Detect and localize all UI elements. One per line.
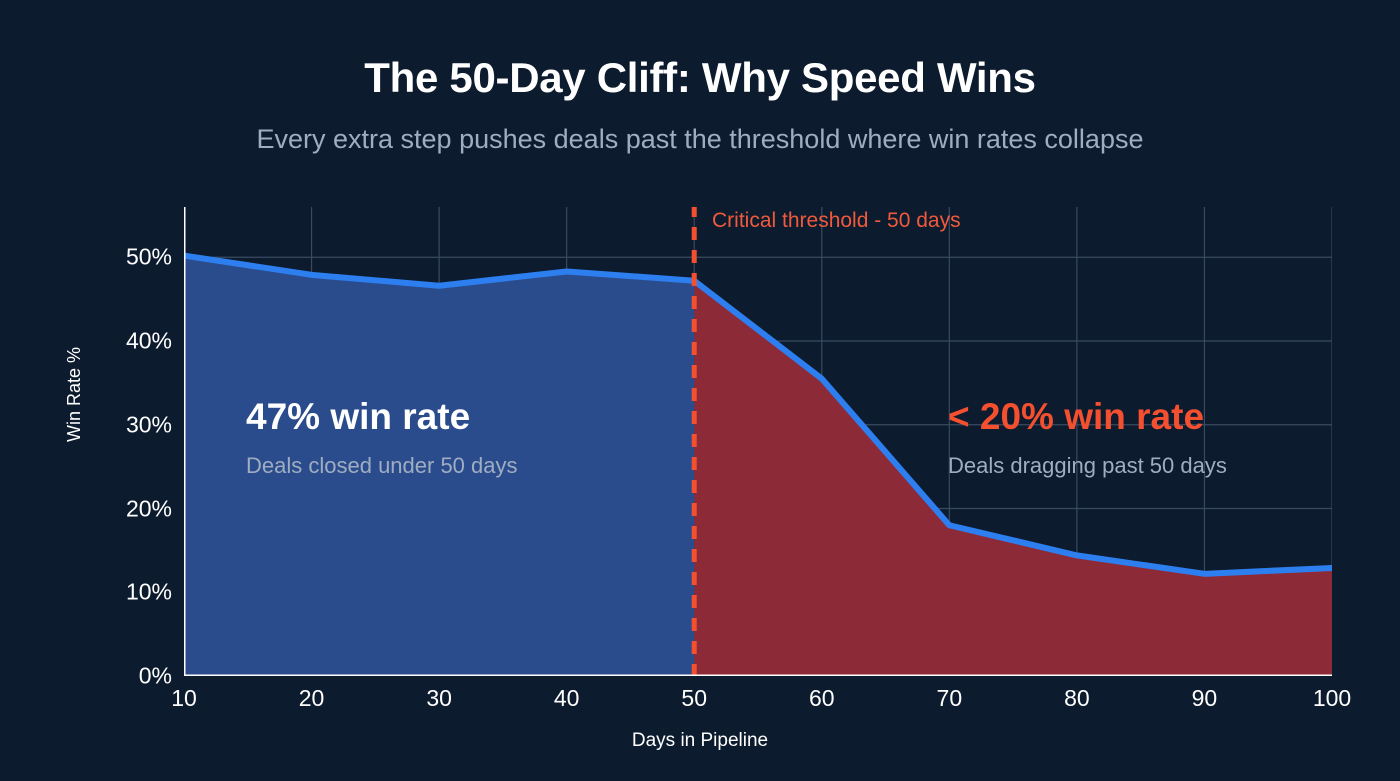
x-tick-label: 20 — [298, 685, 325, 711]
annotation-slow-headline: < 20% win rate — [948, 396, 1205, 437]
x-tick-label: 30 — [426, 685, 452, 711]
area-fill-fast — [184, 255, 695, 676]
threshold-annotation-label: Critical threshold - 50 days — [712, 209, 961, 232]
y-tick-label: 50% — [125, 243, 172, 270]
page-title: The 50-Day Cliff: Why Speed Wins — [364, 54, 1036, 101]
annotation-slow-sublabel: Deals dragging past 50 days — [948, 453, 1227, 478]
x-tick-label: 40 — [553, 685, 580, 711]
area-fill-slow — [694, 280, 1332, 676]
x-tick-label: 80 — [1064, 685, 1090, 711]
x-tick-label: 50 — [681, 685, 708, 711]
chart-svg — [184, 207, 1332, 676]
plot-area: 0% 10% 20% 30% 40% 50% 10 20 30 40 50 60 70 80 90 100 — [126, 207, 1351, 711]
x-tick-label: 70 — [936, 685, 963, 711]
annotation-fast-deals: 47% win rate Deals closed under 50 days — [246, 398, 518, 477]
y-tick-label: 30% — [125, 411, 172, 438]
x-tick-label: 10 — [171, 685, 197, 711]
page-subtitle: Every extra step pushes deals past the t… — [256, 124, 1144, 154]
x-axis-label: Days in Pipeline — [631, 730, 769, 751]
annotation-fast-headline: 47% win rate — [246, 396, 471, 437]
annotation-slow-deals: < 20% win rate Deals dragging past 50 da… — [948, 398, 1227, 477]
y-tick-label: 10% — [125, 578, 172, 605]
x-tick-label: 60 — [808, 685, 835, 711]
x-tick-label: 100 — [1312, 685, 1352, 711]
x-tick-label: 90 — [1191, 685, 1218, 711]
win-rate-line — [184, 252, 1332, 577]
y-tick-label: 40% — [125, 327, 172, 354]
y-tick-label: 0% — [138, 662, 172, 689]
annotation-fast-sublabel: Deals closed under 50 days — [246, 453, 518, 478]
y-tick-label: 20% — [125, 495, 172, 521]
